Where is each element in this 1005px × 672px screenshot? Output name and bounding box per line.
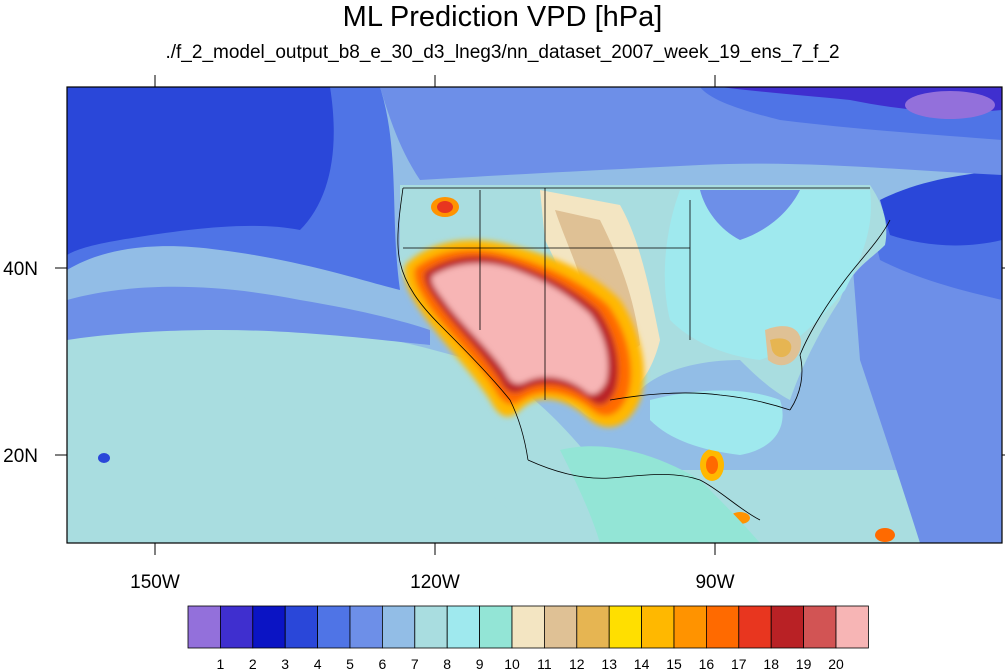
coastlines	[397, 187, 891, 521]
colorbar-swatch	[608, 605, 643, 649]
map-subtitle: ./f_2_model_output_b8_e_30_d3_lneg3/nn_d…	[165, 42, 840, 63]
colorbar-label: 19	[796, 656, 812, 672]
colorbar-swatch	[738, 605, 772, 649]
colorbar-label: 14	[634, 656, 650, 672]
lat-label-40n: 40N	[3, 259, 38, 280]
colorbar-swatch	[835, 605, 869, 649]
colorbar-label: 1	[217, 656, 225, 672]
map-title: ML Prediction VPD [hPa]	[342, 1, 663, 33]
lon-label-120w: 120W	[410, 572, 460, 593]
colorbar-swatch	[544, 605, 578, 649]
colorbar-label: 9	[476, 656, 484, 672]
colorbar-swatch	[770, 605, 805, 649]
southwest-hotspot	[404, 240, 644, 428]
colorbar-swatch	[284, 605, 319, 649]
colorbar-swatch	[673, 605, 707, 649]
colorbar-swatch	[414, 605, 448, 649]
colorbar-label: 13	[601, 656, 617, 672]
map-field	[67, 87, 1002, 543]
colorbar-label: 12	[569, 656, 585, 672]
colorbar	[187, 605, 869, 649]
axis-ticks	[55, 75, 1005, 555]
colorbar-swatch	[576, 605, 610, 649]
colorbar-swatch	[803, 605, 837, 649]
lat-label-20n: 20N	[3, 446, 38, 467]
colorbar-label: 6	[379, 656, 387, 672]
colorbar-labels: 1 2 3 4 5 6 7 8 9 10 11 12 13 14 15 16 17 18 19 20	[217, 656, 844, 672]
colorbar-swatch	[317, 605, 351, 649]
colorbar-label: 10	[504, 656, 520, 672]
colorbar-label: 18	[763, 656, 779, 672]
lon-label-90w: 90W	[695, 572, 734, 593]
colorbar-label: 11	[537, 656, 552, 672]
colorbar-label: 7	[411, 656, 419, 672]
colorbar-label: 20	[828, 656, 844, 672]
colorbar-label: 3	[281, 656, 289, 672]
colorbar-swatch	[187, 605, 221, 649]
colorbar-label: 2	[249, 656, 257, 672]
colorbar-swatch	[381, 605, 416, 649]
colorbar-swatch	[446, 605, 481, 649]
colorbar-swatch	[252, 605, 286, 649]
colorbar-label: 5	[346, 656, 354, 672]
colorbar-swatch	[349, 605, 383, 649]
colorbar-swatch	[479, 605, 513, 649]
colorbar-swatch	[219, 605, 254, 649]
colorbar-swatch	[706, 605, 740, 649]
plot-frame	[66, 86, 1003, 544]
lon-label-150w: 150W	[130, 572, 180, 593]
colorbar-label: 15	[666, 656, 682, 672]
colorbar-label: 8	[443, 656, 451, 672]
colorbar-label: 17	[731, 656, 747, 672]
colorbar-label: 16	[699, 656, 715, 672]
colorbar-swatch	[511, 605, 545, 649]
colorbar-swatch	[641, 605, 675, 649]
colorbar-label: 4	[314, 656, 322, 672]
